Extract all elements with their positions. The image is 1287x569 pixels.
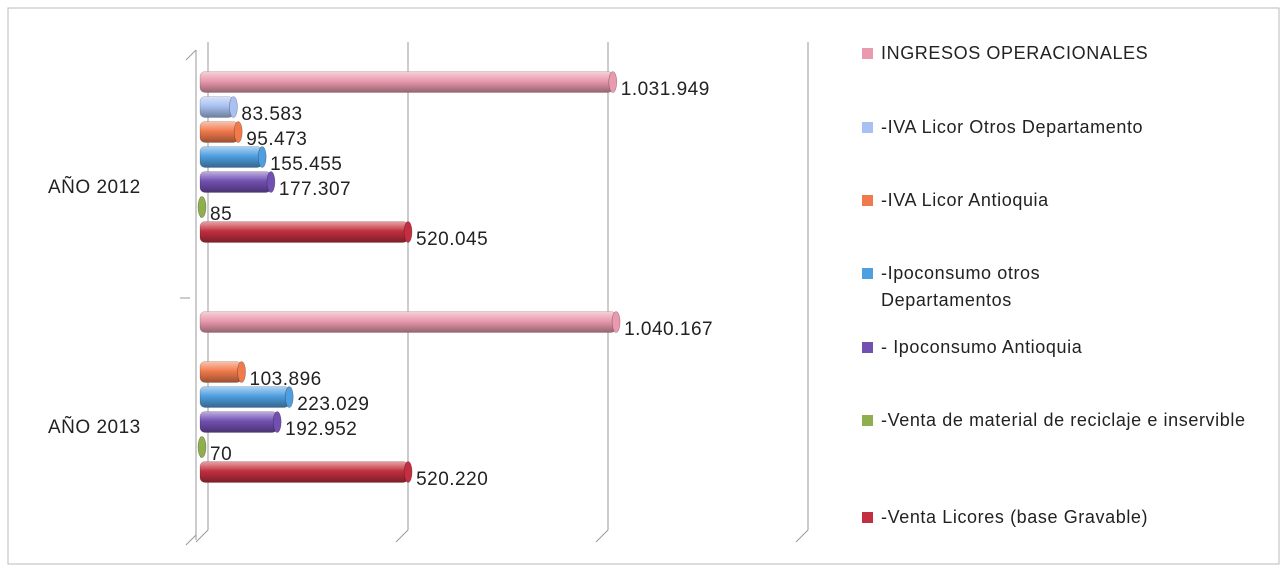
grid-edge — [395, 529, 409, 543]
legend-swatch — [862, 122, 873, 133]
bar-cap — [272, 411, 282, 433]
category-label: AÑO 2012 — [48, 176, 141, 198]
bar-cap — [611, 311, 621, 333]
bar-cap — [284, 386, 294, 408]
bar — [199, 171, 272, 193]
legend-label: -Ipoconsumo otros Departamentos — [881, 263, 1041, 310]
bar — [199, 311, 617, 333]
legend-item: -Venta Licores (base Gravable) — [862, 504, 1148, 531]
legend-label: -IVA Licor Otros Departamento — [881, 117, 1144, 137]
legend-swatch — [862, 195, 873, 206]
legend-item: INGRESOS OPERACIONALES — [862, 40, 1148, 67]
value-label: 1.031.949 — [621, 79, 710, 100]
value-label: 520.220 — [416, 469, 488, 490]
bar — [199, 146, 263, 168]
legend-swatch — [862, 48, 873, 59]
value-label: 83.583 — [241, 104, 302, 125]
grid-edge — [795, 529, 809, 543]
category-label: AÑO 2013 — [48, 416, 141, 438]
bar-cap — [237, 361, 246, 383]
value-label: 520.045 — [416, 229, 488, 250]
legend-item: -Ipoconsumo otros Departamentos — [862, 260, 1102, 314]
bar-cap — [233, 121, 243, 143]
legend-label: - Ipoconsumo Antioquia — [881, 337, 1083, 357]
value-label: 85 — [210, 204, 232, 225]
bar — [199, 221, 409, 243]
bar-cap — [608, 71, 618, 93]
legend-swatch — [862, 342, 873, 353]
legend-item: -Venta de material de reciclaje e inserv… — [862, 407, 1246, 434]
grid-edge — [195, 529, 209, 543]
value-label: 177.307 — [279, 179, 351, 200]
value-label: 95.473 — [246, 129, 307, 150]
value-label: 103.896 — [250, 369, 322, 390]
legend-swatch — [862, 268, 873, 279]
chart-border — [7, 7, 1280, 565]
legend-label: -Venta Licores (base Gravable) — [881, 507, 1149, 527]
legend-item: - Ipoconsumo Antioquia — [862, 334, 1082, 361]
grid-edge — [595, 529, 609, 543]
bar — [199, 71, 614, 93]
legend-label: -IVA Licor Antioquia — [881, 190, 1049, 210]
legend-label: -Venta de material de reciclaje e inserv… — [881, 410, 1246, 430]
legend-item: -IVA Licor Otros Departamento — [862, 114, 1143, 141]
legend-swatch — [862, 512, 873, 523]
value-label: 223.029 — [297, 394, 369, 415]
bar — [199, 361, 242, 383]
bar-cap — [403, 221, 413, 243]
axis-edge — [185, 534, 197, 546]
bar-cap — [197, 196, 207, 218]
value-label: 70 — [210, 444, 232, 465]
legend-label: INGRESOS OPERACIONALES — [881, 43, 1149, 63]
value-label: 192.952 — [285, 419, 357, 440]
bar — [199, 121, 239, 143]
bar — [199, 461, 409, 483]
bar-cap — [266, 171, 276, 193]
bar — [199, 96, 234, 118]
bar-cap — [257, 146, 267, 168]
value-label: 1.040.167 — [624, 319, 713, 340]
legend-swatch — [862, 415, 873, 426]
bar-cap — [403, 461, 413, 483]
bar-cap — [229, 96, 238, 118]
legend-item: -IVA Licor Antioquia — [862, 187, 1049, 214]
bar-cap — [197, 436, 207, 458]
value-label: 155.455 — [270, 154, 342, 175]
bar — [199, 386, 290, 408]
bar — [199, 411, 278, 433]
axis-edge — [185, 49, 197, 61]
